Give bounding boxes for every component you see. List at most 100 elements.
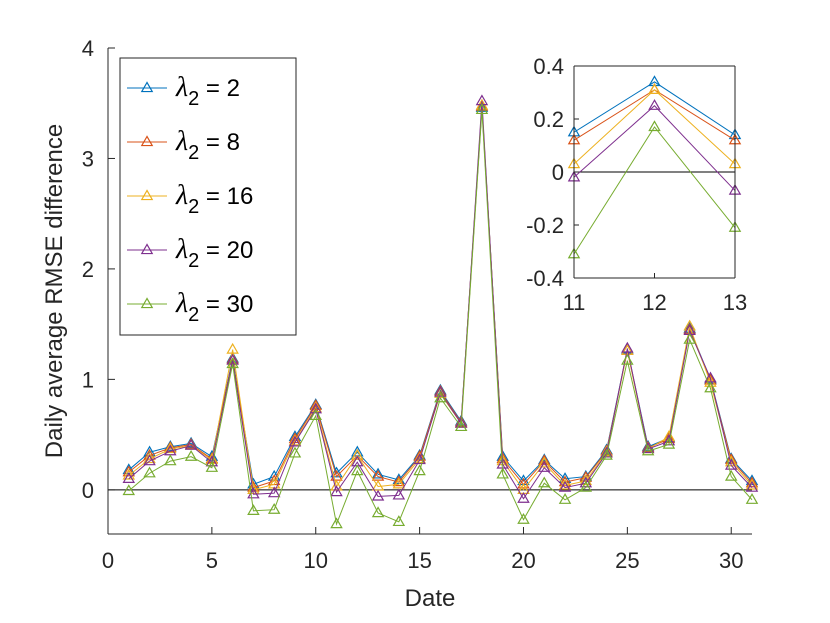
main-marker-s4-2: [143, 454, 156, 466]
main-marker-s5-24: [600, 448, 613, 460]
main-marker-s5-5: [205, 461, 219, 472]
legend: λ2 = 2 λ2 = 8 λ2 = 16 λ2 = 20 λ2 = 30: [119, 57, 297, 336]
main-marker-s4-10: [309, 402, 323, 414]
inset-series-line-3: [573, 89, 736, 165]
inset-x-tick-label: 11: [563, 290, 586, 315]
main-marker-s4-13: [371, 489, 385, 501]
main-marker-s4-9: [288, 435, 302, 447]
main-y-tick-label: 2: [82, 257, 94, 282]
inset-marker-s4-12: [648, 99, 661, 110]
main-marker-s5-22: [558, 493, 572, 504]
main-marker-s2-20: [517, 477, 530, 489]
inset-panel: 11 12 13 -0.4 -0.2 0 0.2 0.4: [526, 54, 747, 315]
main-marker-s5-26: [641, 444, 655, 456]
main-marker-s4-20: [517, 491, 530, 503]
main-x-tick-label: 25: [615, 548, 639, 573]
main-x-tick-label: 5: [206, 548, 218, 573]
main-marker-s5-13: [371, 506, 385, 518]
main-x-tick-label: 30: [719, 548, 743, 573]
x-axis-title: Date: [405, 585, 456, 612]
main-marker-s4-16: [434, 385, 447, 397]
main-marker-s4-14: [392, 488, 406, 500]
main-marker-s3-12: [351, 448, 364, 460]
legend-label-3: λ2 = 16: [175, 180, 253, 218]
main-marker-s5-7: [247, 504, 260, 515]
main-marker-s5-6: [226, 357, 239, 369]
main-marker-s5-2: [143, 466, 156, 478]
main-marker-s5-29: [704, 381, 717, 393]
main-marker-s3-6: [226, 342, 239, 354]
main-marker-s5-18: [475, 103, 489, 115]
main-marker-s4-15: [413, 453, 426, 465]
main-x-tick-label: 20: [511, 548, 535, 573]
main-marker-s5-10: [309, 409, 323, 420]
main-marker-s4-31: [745, 480, 759, 492]
inset-x-tick-label: 13: [723, 290, 747, 315]
main-marker-s2-21: [537, 454, 551, 466]
main-marker-s5-20: [517, 512, 530, 524]
main-marker-s2-1: [122, 465, 136, 477]
main-marker-s4-25: [621, 341, 634, 353]
main-marker-s3-5: [205, 453, 219, 465]
legend-marker-3: [140, 189, 154, 201]
legend-marker-1: [140, 81, 154, 93]
inset-y-tick-label: 0.2: [533, 107, 564, 132]
inset-marker-s5-12: [648, 120, 661, 132]
main-y-tick-label: 4: [82, 36, 94, 61]
main-marker-s5-1: [122, 484, 136, 496]
main-marker-s5-9: [288, 446, 302, 458]
main-marker-s4-8: [267, 486, 281, 498]
main-marker-s5-3: [164, 454, 177, 466]
main-marker-s5-23: [579, 480, 593, 492]
inset-marker-s3-12: [648, 83, 661, 95]
main-marker-s3-14: [392, 477, 406, 489]
main-marker-s5-19: [496, 467, 509, 479]
legend-marker-2: [140, 135, 154, 147]
main-marker-s5-11: [330, 517, 343, 529]
main-marker-s5-25: [621, 353, 634, 365]
main-marker-s5-4: [184, 449, 198, 461]
main-marker-s4-4: [184, 438, 198, 450]
inset-y-tick-label: -0.2: [526, 213, 564, 238]
inset-x-tick-label: 12: [642, 290, 666, 315]
main-marker-s5-16: [434, 391, 447, 403]
legend-label-5: λ2 = 30: [175, 288, 253, 326]
inset-series-line-1: [573, 81, 736, 136]
main-y-tick-label: 1: [82, 367, 94, 392]
inset-y-tick-label: 0: [552, 160, 564, 185]
main-x-tick-label: 0: [102, 548, 114, 573]
main-marker-s5-8: [267, 502, 281, 514]
inset-series-line-5: [573, 126, 736, 255]
legend-label-2: λ2 = 8: [175, 126, 240, 164]
main-marker-s4-11: [330, 485, 343, 497]
legend-marker-4: [140, 243, 154, 255]
main-marker-s4-24: [600, 446, 613, 458]
inset-series-line-4: [573, 105, 736, 191]
main-marker-s3-3: [164, 442, 177, 454]
legend-label-4: λ2 = 20: [175, 234, 253, 272]
main-marker-s3-21: [537, 456, 551, 468]
main-marker-s4-26: [641, 442, 655, 454]
legend-label-1: λ2 = 2: [175, 72, 240, 110]
main-marker-s4-1: [122, 472, 136, 483]
main-marker-s5-21: [537, 476, 551, 488]
main-marker-s3-1: [122, 468, 136, 480]
main-series-line-5: [128, 109, 753, 526]
main-marker-s5-30: [724, 469, 738, 481]
legend-marker-5: [140, 297, 154, 309]
main-marker-s4-21: [537, 461, 551, 472]
main-marker-s4-22: [558, 480, 572, 492]
main-x-tick-label: 10: [303, 548, 327, 573]
main-marker-s3-2: [143, 452, 156, 464]
main-marker-s5-27: [662, 437, 676, 449]
inset-y-tick-label: 0.4: [533, 54, 564, 79]
inset-y-tick-label: -0.4: [526, 266, 564, 291]
main-marker-s5-14: [392, 515, 406, 527]
main-marker-s5-28: [683, 332, 696, 344]
y-axis-title: Daily average RMSE difference: [41, 124, 68, 458]
main-marker-s5-12: [351, 464, 364, 476]
main-y-tick-label: 0: [82, 478, 94, 503]
main-x-tick-label: 15: [407, 548, 431, 573]
main-marker-s5-15: [413, 464, 426, 476]
